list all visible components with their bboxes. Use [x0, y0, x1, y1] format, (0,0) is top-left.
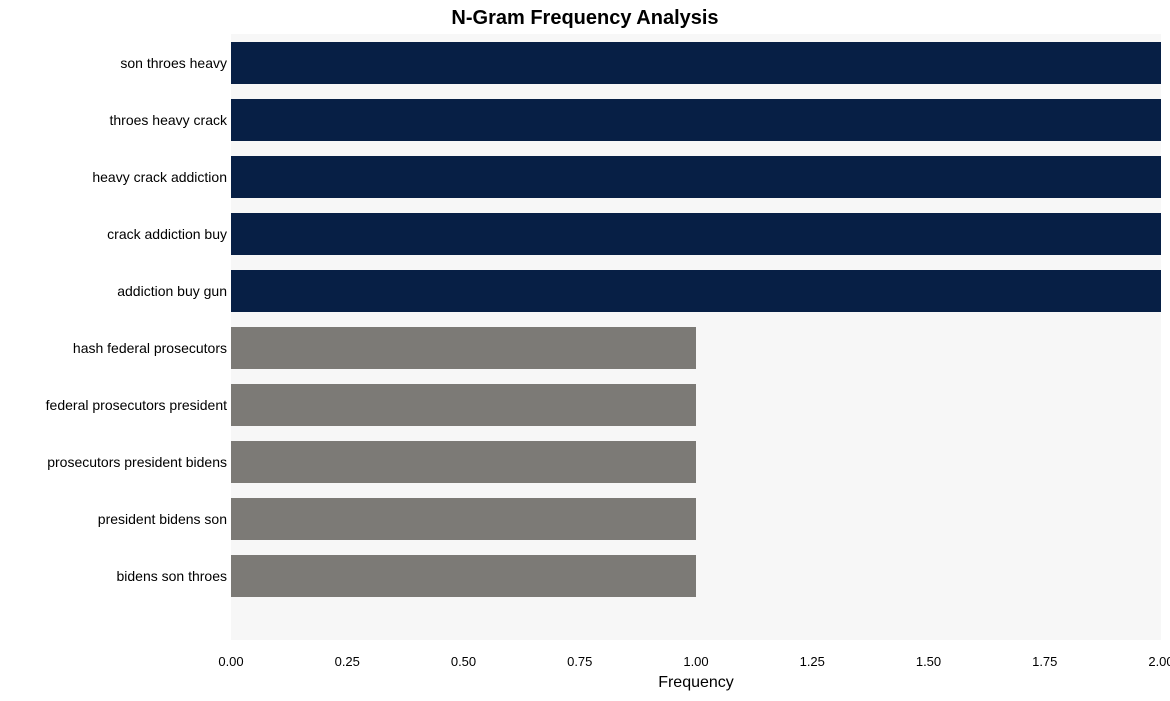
y-axis-category-label: crack addiction buy — [107, 226, 227, 242]
chart-row — [231, 547, 1161, 604]
x-axis-tick-label: 1.25 — [800, 654, 825, 669]
chart-row — [231, 319, 1161, 376]
chart-row — [231, 433, 1161, 490]
chart-row — [231, 262, 1161, 319]
chart-row-tail — [231, 604, 1161, 640]
chart-title: N-Gram Frequency Analysis — [0, 7, 1170, 30]
y-axis-category-label: bidens son throes — [116, 568, 227, 584]
chart-row — [231, 376, 1161, 433]
x-axis-tick-label: 0.00 — [218, 654, 243, 669]
bar — [231, 441, 696, 483]
y-axis-category-label: hash federal prosecutors — [73, 340, 227, 356]
x-axis-tick-label: 1.75 — [1032, 654, 1057, 669]
bar — [231, 99, 1161, 141]
ngram-frequency-chart: N-Gram Frequency Analysis son throes hea… — [0, 0, 1170, 701]
chart-row — [231, 490, 1161, 547]
x-axis-tick-label: 1.50 — [916, 654, 941, 669]
bar — [231, 498, 696, 540]
chart-row — [231, 91, 1161, 148]
bar — [231, 555, 696, 597]
x-axis-tick-label: 2.00 — [1148, 654, 1170, 669]
bar — [231, 384, 696, 426]
x-axis-tick-label: 0.25 — [335, 654, 360, 669]
bar — [231, 42, 1161, 84]
chart-row — [231, 205, 1161, 262]
y-axis-category-label: president bidens son — [98, 511, 227, 527]
x-axis-tick-label: 0.75 — [567, 654, 592, 669]
x-axis-label: Frequency — [231, 674, 1161, 692]
row-stripe — [231, 604, 1161, 640]
y-axis-category-label: heavy crack addiction — [92, 169, 227, 185]
plot-area — [231, 34, 1161, 640]
y-axis-category-label: son throes heavy — [120, 55, 227, 71]
bar — [231, 156, 1161, 198]
bar — [231, 327, 696, 369]
x-axis-tick-label: 0.50 — [451, 654, 476, 669]
y-axis-category-label: throes heavy crack — [110, 112, 228, 128]
x-axis-tick-label: 1.00 — [683, 654, 708, 669]
bar — [231, 213, 1161, 255]
bar — [231, 270, 1161, 312]
y-axis-category-label: federal prosecutors president — [46, 397, 227, 413]
y-axis-category-label: addiction buy gun — [117, 283, 227, 299]
chart-row — [231, 148, 1161, 205]
y-axis-category-label: prosecutors president bidens — [47, 454, 227, 470]
chart-row — [231, 34, 1161, 91]
